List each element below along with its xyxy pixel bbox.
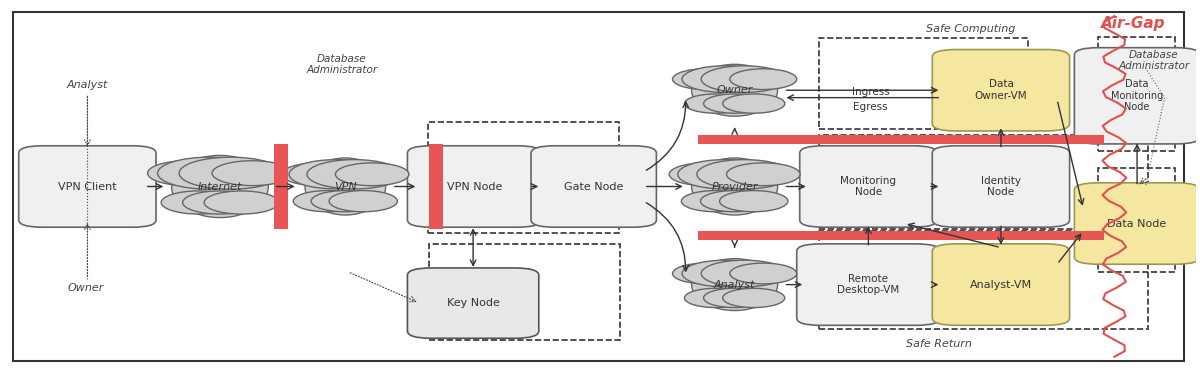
FancyBboxPatch shape <box>932 50 1069 131</box>
Circle shape <box>682 66 768 93</box>
FancyBboxPatch shape <box>19 146 156 227</box>
Text: Egress: Egress <box>853 102 888 112</box>
Circle shape <box>289 160 384 189</box>
Bar <box>427 122 619 233</box>
Circle shape <box>670 163 743 186</box>
Text: Identity
Node: Identity Node <box>980 176 1021 197</box>
Circle shape <box>703 288 766 308</box>
Circle shape <box>212 161 293 186</box>
Circle shape <box>701 66 787 93</box>
Text: Key Node: Key Node <box>446 298 499 308</box>
Circle shape <box>307 160 402 189</box>
Text: Analyst-VM: Analyst-VM <box>970 280 1032 289</box>
Circle shape <box>336 163 409 186</box>
Circle shape <box>672 69 739 90</box>
Circle shape <box>311 191 379 212</box>
Circle shape <box>703 94 766 113</box>
Circle shape <box>682 191 750 212</box>
Circle shape <box>720 191 788 212</box>
FancyBboxPatch shape <box>932 244 1069 325</box>
Circle shape <box>701 191 769 212</box>
Circle shape <box>329 191 397 212</box>
FancyBboxPatch shape <box>1074 183 1200 264</box>
Text: Data
Monitoring
Node: Data Monitoring Node <box>1111 79 1163 112</box>
Circle shape <box>684 94 746 113</box>
Text: Remote
Desktop-VM: Remote Desktop-VM <box>838 274 900 295</box>
Circle shape <box>722 288 785 308</box>
Text: Monitoring
Node: Monitoring Node <box>840 176 896 197</box>
Circle shape <box>157 157 260 189</box>
Bar <box>697 135 1104 144</box>
Text: Safe Computing: Safe Computing <box>926 24 1015 34</box>
Circle shape <box>730 69 797 90</box>
FancyBboxPatch shape <box>932 146 1069 227</box>
Text: Ingress: Ingress <box>852 87 889 97</box>
Ellipse shape <box>691 259 778 311</box>
Ellipse shape <box>691 64 778 116</box>
Text: Data Node: Data Node <box>1108 219 1166 229</box>
Circle shape <box>701 260 787 287</box>
Circle shape <box>179 157 282 189</box>
Circle shape <box>678 160 773 189</box>
Bar <box>428 144 443 229</box>
Text: Provider: Provider <box>712 182 758 191</box>
Bar <box>1098 37 1175 151</box>
Circle shape <box>730 263 797 284</box>
Circle shape <box>182 191 257 214</box>
Text: Owner: Owner <box>67 283 103 293</box>
Text: VPN Client: VPN Client <box>58 182 116 191</box>
Bar <box>1098 168 1175 272</box>
Circle shape <box>161 191 235 214</box>
Ellipse shape <box>172 156 269 217</box>
Circle shape <box>726 163 800 186</box>
Circle shape <box>282 163 355 186</box>
FancyBboxPatch shape <box>1074 48 1200 144</box>
FancyBboxPatch shape <box>408 268 539 338</box>
Text: Air-Gap: Air-Gap <box>1102 16 1165 31</box>
Text: Internet: Internet <box>198 182 242 191</box>
Circle shape <box>722 94 785 113</box>
FancyBboxPatch shape <box>797 244 940 325</box>
FancyBboxPatch shape <box>532 146 656 227</box>
Bar <box>820 38 1028 129</box>
Bar <box>820 135 1148 229</box>
Bar <box>820 231 1148 329</box>
Text: VPN Node: VPN Node <box>446 182 502 191</box>
Text: Analyst: Analyst <box>714 280 755 289</box>
Text: Owner: Owner <box>716 85 752 95</box>
FancyBboxPatch shape <box>13 13 1183 360</box>
Circle shape <box>697 160 792 189</box>
Circle shape <box>204 191 278 214</box>
Text: Analyst: Analyst <box>67 80 108 90</box>
Bar <box>697 231 1104 240</box>
Circle shape <box>293 191 361 212</box>
Bar <box>274 144 288 229</box>
Text: Safe Return: Safe Return <box>906 339 972 349</box>
Ellipse shape <box>305 158 385 215</box>
Text: Database
Administrator: Database Administrator <box>1118 50 1189 71</box>
FancyBboxPatch shape <box>799 146 937 227</box>
Circle shape <box>148 161 228 186</box>
FancyBboxPatch shape <box>408 146 541 227</box>
Text: Data
Owner-VM: Data Owner-VM <box>974 79 1027 101</box>
Text: Database
Administrator: Database Administrator <box>306 54 377 75</box>
Text: Gate Node: Gate Node <box>564 182 624 191</box>
Circle shape <box>684 288 746 308</box>
Circle shape <box>672 263 739 284</box>
Circle shape <box>682 260 768 287</box>
Bar <box>428 244 620 340</box>
Text: VPN: VPN <box>334 182 356 191</box>
Ellipse shape <box>691 158 778 215</box>
